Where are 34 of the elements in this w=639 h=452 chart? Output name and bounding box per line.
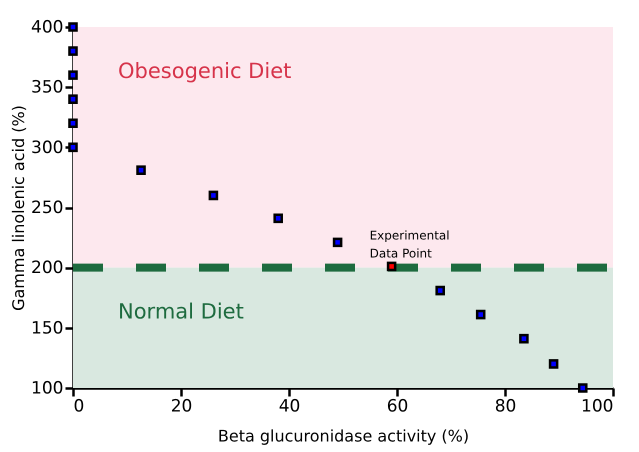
point <box>68 70 78 80</box>
point <box>435 286 445 296</box>
x-tick-label: 100 <box>581 396 614 416</box>
point <box>68 22 78 32</box>
y-tick-label: 200 <box>31 258 64 278</box>
x-tick-label: 0 <box>74 396 84 416</box>
band-label: Normal Diet <box>118 300 244 324</box>
point <box>386 262 396 272</box>
x-tick-label: 40 <box>278 396 300 416</box>
point <box>68 94 78 104</box>
point <box>136 165 146 175</box>
point <box>519 334 529 344</box>
y-tick-label: 350 <box>31 78 64 98</box>
point <box>578 383 588 393</box>
annotation: Experimental Data Point <box>370 228 450 260</box>
point <box>208 190 218 200</box>
y-tick-label: 100 <box>31 378 64 398</box>
point <box>68 46 78 56</box>
x-tick-label: 20 <box>170 396 192 416</box>
x-axis-title: Beta glucuronidase activity (%) <box>218 426 470 446</box>
point <box>476 310 486 320</box>
band-label: Obesogenic Diet <box>118 59 292 83</box>
x-tick-label: 60 <box>386 396 408 416</box>
point <box>548 359 558 369</box>
y-axis-title: Gamma linolenic acid (%) <box>9 105 28 311</box>
x-tick-label: 80 <box>494 396 516 416</box>
y-tick-label: 400 <box>31 18 64 38</box>
point <box>332 238 342 248</box>
y-tick-label: 150 <box>31 318 64 338</box>
point <box>273 214 283 224</box>
y-tick-label: 300 <box>31 138 64 158</box>
point <box>68 142 78 152</box>
y-tick-label: 250 <box>31 198 64 218</box>
point <box>68 118 78 128</box>
